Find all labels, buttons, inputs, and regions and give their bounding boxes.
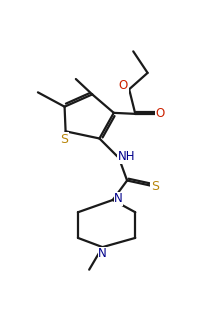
Text: NH: NH — [117, 150, 135, 164]
Text: S: S — [150, 180, 158, 193]
Text: O: O — [154, 108, 164, 120]
Text: N: N — [98, 247, 106, 260]
Text: N: N — [114, 192, 122, 205]
Text: S: S — [60, 132, 68, 146]
Text: O: O — [118, 79, 128, 92]
